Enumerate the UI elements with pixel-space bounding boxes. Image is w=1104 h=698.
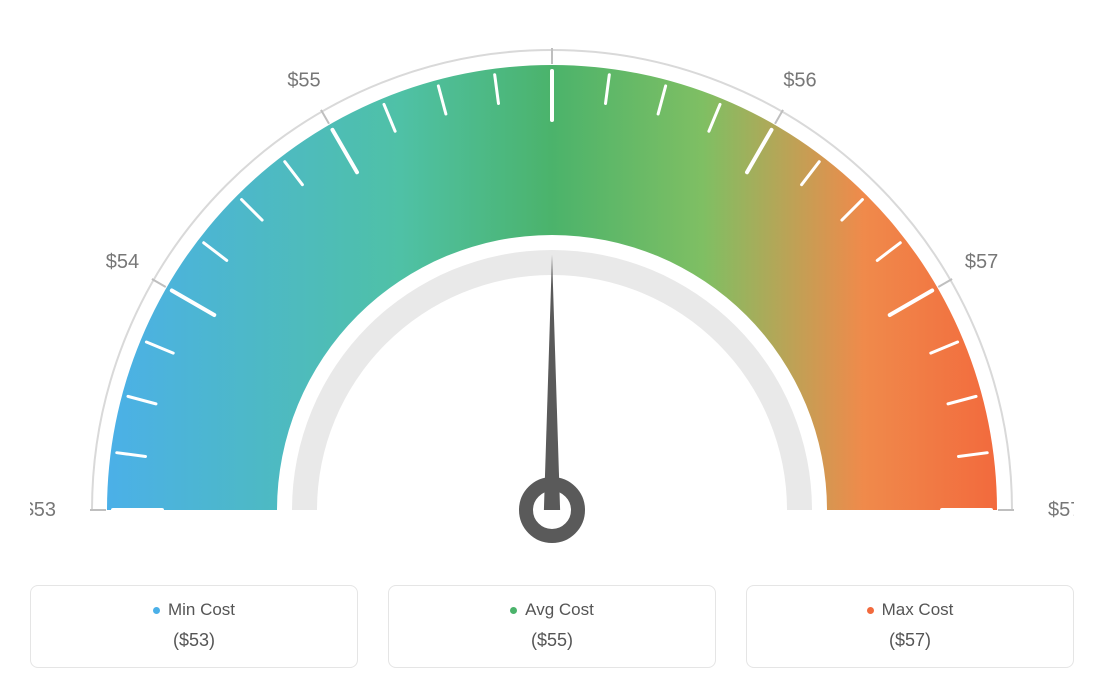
- legend-value: ($57): [747, 630, 1073, 651]
- gauge-tick-label: $56: [783, 69, 816, 91]
- legend-avg: Avg Cost ($55): [388, 585, 716, 668]
- legend-label: Max Cost: [882, 600, 954, 620]
- legend-value: ($53): [31, 630, 357, 651]
- dot-icon: [153, 607, 160, 614]
- legend-min: Min Cost ($53): [30, 585, 358, 668]
- gauge-needle: [544, 255, 560, 510]
- legend-max: Max Cost ($57): [746, 585, 1074, 668]
- legend-label: Min Cost: [168, 600, 235, 620]
- gauge-tick-label: $54: [106, 251, 139, 273]
- cost-gauge-chart: $53$54$55$55$56$57$57 Min Cost ($53) Avg…: [30, 30, 1074, 668]
- legend-label: Avg Cost: [525, 600, 594, 620]
- dot-icon: [867, 607, 874, 614]
- gauge-tick-label: $57: [965, 251, 998, 273]
- legend-row: Min Cost ($53) Avg Cost ($55) Max Cost (…: [30, 585, 1074, 668]
- legend-value: ($55): [389, 630, 715, 651]
- gauge-tick-label: $53: [30, 499, 56, 521]
- gauge-svg: $53$54$55$55$56$57$57: [30, 30, 1074, 550]
- gauge-tick-label: $55: [287, 69, 320, 91]
- gauge-tick-label: $57: [1048, 499, 1074, 521]
- dot-icon: [510, 607, 517, 614]
